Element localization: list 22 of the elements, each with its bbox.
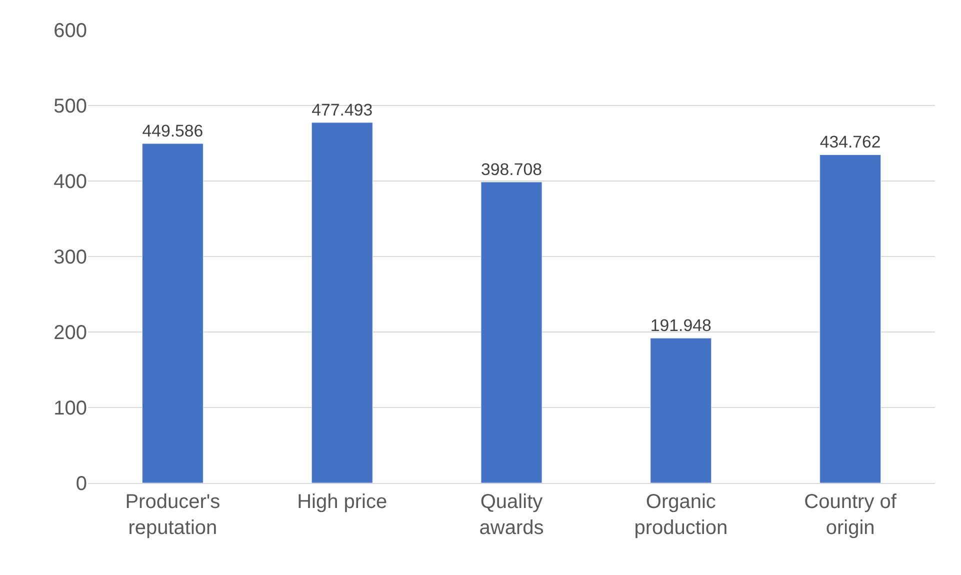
- y-tick-label: 100: [54, 398, 87, 420]
- data-label: 434.762: [820, 132, 881, 152]
- y-tick-label: 300: [54, 246, 87, 268]
- x-tick-label: Country of origin: [804, 491, 897, 539]
- bar: [650, 338, 712, 483]
- y-tick-label: 500: [54, 96, 87, 118]
- y-tick-label: 400: [54, 171, 87, 193]
- bar: [480, 182, 542, 483]
- bar: [142, 143, 204, 483]
- y-tick-label: 600: [54, 20, 87, 42]
- x-tick-label: Producer's reputation: [125, 491, 220, 539]
- data-label: 477.493: [312, 100, 373, 120]
- x-tick-label: Quality awards: [479, 491, 544, 539]
- data-label: 398.708: [481, 160, 542, 179]
- data-label: 449.586: [142, 121, 204, 140]
- bar: [820, 154, 882, 483]
- y-tick-label: 0: [76, 473, 87, 495]
- bar: [311, 122, 373, 483]
- y-tick-label: 200: [54, 322, 87, 344]
- x-tick-label: Organic production: [634, 491, 728, 539]
- x-tick-label: High price: [297, 491, 388, 513]
- data-label: 191.948: [650, 316, 712, 335]
